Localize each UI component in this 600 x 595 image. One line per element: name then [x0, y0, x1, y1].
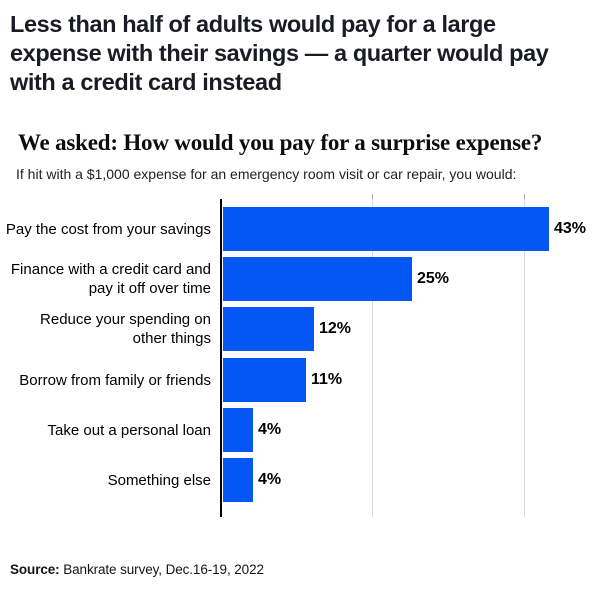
bar-4% [223, 458, 253, 502]
value-label: 12% [319, 320, 352, 337]
category-label: Borrow from family or friends [19, 371, 211, 389]
bar-43% [223, 207, 549, 251]
page-title-line-1: Less than half of adults would pay for a… [10, 11, 496, 37]
category-label: Reduce your spending on other things [40, 311, 211, 347]
y-axis-line [220, 199, 222, 517]
page-title-line-3: with a credit card instead [10, 69, 282, 95]
gridline-20-percent [372, 199, 373, 517]
value-label: 4% [258, 471, 282, 488]
chart-subtitle: If hit with a $1,000 expense for an emer… [16, 166, 517, 182]
page-title-line-2: expense with their savings — a quarter w… [10, 40, 549, 66]
bar-25% [223, 257, 412, 301]
bar-11% [223, 358, 306, 402]
category-label: Pay the cost from your savings [5, 220, 211, 238]
bar-12% [223, 307, 314, 351]
value-label: 4% [258, 421, 282, 438]
category-label: Finance with a credit card and pay it of… [10, 261, 211, 297]
bar-chart-plot-area: Pay the cost from your savings 43% Finance… [0, 194, 600, 517]
bar-4% [223, 408, 253, 452]
value-label: 11% [311, 371, 343, 388]
source-text: Bankrate survey, Dec.16-19, 2022 [59, 562, 264, 577]
source-note: Source: Bankrate survey, Dec.16-19, 2022 [10, 562, 264, 577]
value-label: 25% [417, 270, 450, 287]
category-label: Take out a personal loan [47, 421, 211, 439]
chart-title: We asked: How would you pay for a surpri… [18, 130, 543, 155]
gridline-40-percent [524, 199, 525, 517]
value-label: 43% [554, 220, 587, 237]
grid-tick-40-percent [524, 194, 525, 199]
source-label: Source: [10, 562, 60, 577]
category-label: Something else [107, 471, 211, 489]
grid-tick-20-percent [372, 194, 373, 199]
page-title: Less than half of adults would pay for a… [10, 10, 595, 97]
